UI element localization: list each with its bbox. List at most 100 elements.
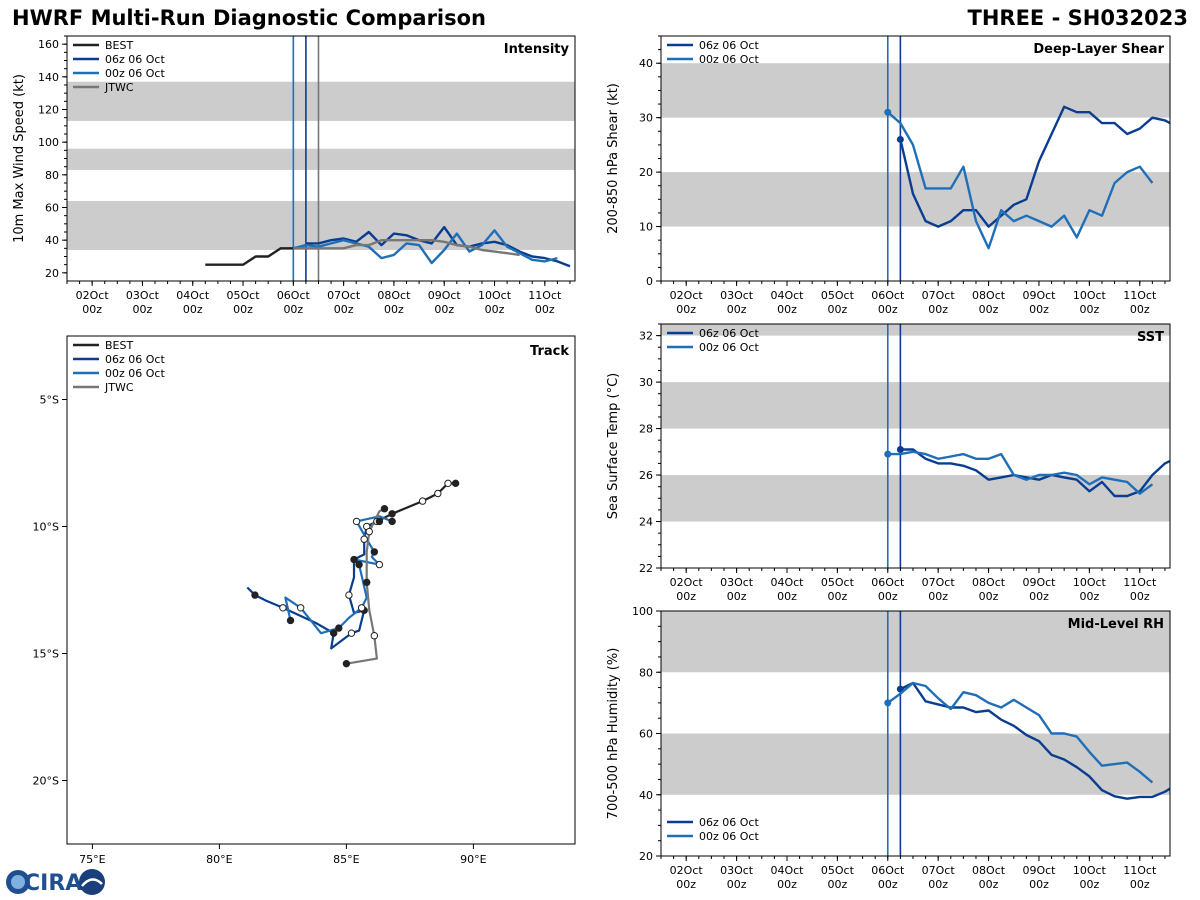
x-tick-label-hour: 00z xyxy=(485,303,505,316)
track-position-marker xyxy=(418,497,427,505)
legend-label: JTWC xyxy=(104,81,134,94)
x-tick-label-date: 03Oct xyxy=(720,576,754,589)
y-tick-label: 26 xyxy=(639,469,653,482)
y-tick-label: 20 xyxy=(639,166,653,179)
y-tick-label: 20 xyxy=(639,850,653,863)
legend-label: 00z 06 Oct xyxy=(699,830,759,843)
legend-label: 06z 06 Oct xyxy=(699,39,759,52)
logo-globe-inner-icon xyxy=(11,875,25,889)
x-tick-label-hour: 00z xyxy=(133,303,153,316)
y-tick-label: 40 xyxy=(639,789,653,802)
y-tick-label: 160 xyxy=(38,38,59,51)
y-tick-label: 24 xyxy=(639,516,653,529)
x-tick-label-hour: 00z xyxy=(676,590,696,603)
track-position-marker xyxy=(350,555,358,564)
track-position-marker xyxy=(365,527,373,536)
x-tick-label-hour: 00z xyxy=(878,303,898,316)
x-tick-label-date: 10Oct xyxy=(478,289,512,302)
shaded-band xyxy=(661,611,1170,673)
plot-area-shear xyxy=(661,36,1170,281)
panel-title: SST xyxy=(1137,330,1164,345)
y-axis-label: 700-500 hPa Humidity (%) xyxy=(606,648,621,820)
x-tick-label-hour: 00z xyxy=(1079,878,1099,891)
x-tick-label-hour: 00z xyxy=(1029,590,1049,603)
series-line-06z-06-oct xyxy=(899,105,1170,228)
y-tick-label: 20 xyxy=(45,267,59,280)
x-tick-label-hour: 00z xyxy=(1079,303,1099,316)
x-tick-label-hour: 00z xyxy=(827,303,847,316)
series-line-06z-06-oct xyxy=(900,448,1170,498)
x-tick-label-hour: 00z xyxy=(979,303,999,316)
x-tick-label-hour: 00z xyxy=(384,303,404,316)
track-position-marker xyxy=(352,517,361,526)
x-tick-label-hour: 00z xyxy=(1130,303,1150,316)
y-tick-label: 80 xyxy=(45,169,59,182)
series-start-marker xyxy=(884,699,892,707)
x-tick-label-date: 02Oct xyxy=(670,289,704,302)
x-tick-label-hour: 00z xyxy=(334,303,354,316)
track-position-marker xyxy=(388,517,396,526)
x-tick-label-date: 11Oct xyxy=(528,289,562,302)
x-tick-label-hour: 00z xyxy=(727,878,747,891)
track-position-marker xyxy=(434,489,442,498)
x-tick-label-date: 02Oct xyxy=(76,289,110,302)
track-position-marker xyxy=(296,604,305,612)
y-tick-label: 0 xyxy=(646,275,653,288)
axes-frame xyxy=(660,323,1171,569)
y-axis-label: 200-850 hPa Shear (kt) xyxy=(606,83,621,234)
x-tick-label-hour: 00z xyxy=(1079,590,1099,603)
logo-satellite-icon xyxy=(79,869,105,895)
x-tick-label-date: 08Oct xyxy=(377,289,411,302)
plot-area-intensity xyxy=(67,36,575,281)
track-position-marker xyxy=(375,560,384,569)
series-start-marker xyxy=(884,450,892,458)
legend-label: 00z 06 Oct xyxy=(699,341,759,354)
x-tick-label-date: 05Oct xyxy=(821,864,855,877)
x-tick-label-hour: 00z xyxy=(535,303,555,316)
y-tick-label: 22 xyxy=(639,562,653,575)
x-tick-label-hour: 00z xyxy=(777,303,797,316)
y-tick-label: 28 xyxy=(639,423,653,436)
x-tick-label-date: 07Oct xyxy=(922,289,956,302)
x-tick-label-hour: 00z xyxy=(979,878,999,891)
series-line-00z-06-oct xyxy=(887,681,1154,784)
y-tick-label: 80 xyxy=(639,666,653,679)
legend-label: 06z 06 Oct xyxy=(105,53,165,66)
x-tick-label-date: 07Oct xyxy=(327,289,361,302)
plot-area-rh xyxy=(661,611,1170,856)
chart-intensity: 2040608010012014016002Oct00z03Oct00z04Oc… xyxy=(12,35,576,316)
series-line-00z-06-oct xyxy=(293,229,558,265)
lat-tick-label: 15°S xyxy=(33,648,59,661)
track-position-marker xyxy=(251,591,259,599)
chart-rh: 2040608010002Oct00z03Oct00z04Oct00z05Oct… xyxy=(606,605,1171,891)
x-tick-label-hour: 00z xyxy=(1029,303,1049,316)
legend-label: 00z 06 Oct xyxy=(105,367,165,380)
x-tick-label-date: 08Oct xyxy=(972,289,1006,302)
chart-shear: 01020304002Oct00z03Oct00z04Oct00z05Oct00… xyxy=(606,35,1171,316)
lon-tick-label: 90°E xyxy=(460,853,486,866)
x-tick-label-hour: 00z xyxy=(727,303,747,316)
x-tick-label-hour: 00z xyxy=(928,878,948,891)
storm-id-title: THREE - SH032023 xyxy=(967,6,1188,30)
x-tick-label-hour: 00z xyxy=(283,303,303,316)
x-tick-label-hour: 00z xyxy=(676,878,696,891)
shaded-band xyxy=(661,63,1170,118)
plot-area-sst xyxy=(661,324,1170,568)
x-tick-label-date: 10Oct xyxy=(1073,289,1107,302)
cira-logo: CIRA xyxy=(6,869,105,896)
y-tick-label: 30 xyxy=(639,376,653,389)
x-tick-label-hour: 00z xyxy=(183,303,203,316)
x-tick-label-date: 02Oct xyxy=(670,864,704,877)
panel-title: Track xyxy=(530,344,569,359)
x-tick-label-date: 04Oct xyxy=(770,289,804,302)
track-position-marker xyxy=(360,535,368,543)
lon-tick-label: 75°E xyxy=(79,853,105,866)
shaded-band xyxy=(67,148,575,170)
track-frame xyxy=(66,335,576,845)
x-tick-label-date: 05Oct xyxy=(821,289,855,302)
lat-tick-label: 5°S xyxy=(40,394,59,407)
track-position-marker xyxy=(342,659,351,668)
figure-title: HWRF Multi-Run Diagnostic Comparison xyxy=(12,6,487,30)
logo-text: CIRA xyxy=(24,871,82,896)
